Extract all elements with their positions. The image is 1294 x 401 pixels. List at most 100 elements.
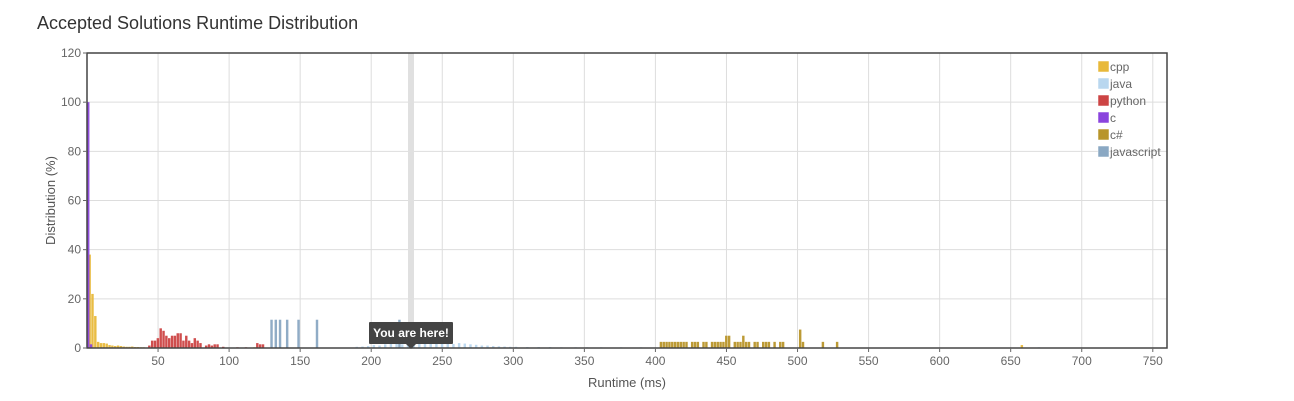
bar-csharp — [696, 341, 700, 348]
bar-csharp — [690, 341, 694, 348]
bar-python — [204, 345, 208, 348]
bar-csharp — [693, 341, 697, 348]
legend-label-java[interactable]: java — [1109, 77, 1132, 91]
legend-swatch-javascript[interactable] — [1097, 145, 1110, 158]
bar-javascript — [297, 319, 300, 348]
bar-java — [372, 345, 376, 348]
bar-java — [463, 343, 467, 348]
bar-csharp — [710, 341, 714, 348]
legend-label-python[interactable]: python — [1110, 94, 1146, 108]
y-tick-label: 80 — [68, 144, 82, 158]
bar-java — [423, 343, 427, 348]
bar-cpp — [96, 341, 100, 348]
bar-cpp — [94, 316, 97, 348]
bar-csharp — [736, 341, 739, 348]
bar-java — [486, 345, 489, 348]
legend-swatch-c[interactable] — [1097, 111, 1110, 124]
bar-java — [497, 346, 501, 348]
x-tick-label: 750 — [1143, 354, 1163, 368]
y-tick-label: 40 — [68, 243, 82, 257]
bar-csharp — [801, 341, 805, 348]
bar-python — [190, 343, 194, 348]
bar-python — [193, 338, 197, 348]
bar-python — [179, 333, 182, 348]
x-tick-label: 550 — [859, 354, 879, 368]
legend-label-csharp[interactable]: c# — [1110, 128, 1123, 142]
bar-csharp — [753, 341, 756, 348]
bar-csharp — [821, 341, 825, 348]
bar-csharp — [747, 341, 751, 348]
bar-python — [156, 338, 160, 348]
legend-swatch-cpp[interactable] — [1097, 60, 1110, 73]
bar-python — [210, 345, 214, 348]
bar-python — [153, 340, 157, 348]
bar-python — [258, 344, 262, 348]
bar-cpp — [102, 343, 106, 348]
bar-java — [366, 346, 370, 348]
x-tick-label: 200 — [361, 354, 381, 368]
bar-csharp — [742, 335, 745, 348]
bar-csharp — [668, 341, 671, 348]
bar-c — [89, 344, 93, 348]
bar-cpp — [119, 346, 123, 348]
bar-java — [395, 343, 398, 348]
page-title: Accepted Solutions Runtime Distribution — [37, 13, 359, 33]
bar-python — [162, 330, 165, 348]
bar-csharp — [659, 341, 663, 348]
bar-cpp — [105, 343, 108, 348]
bar-python — [213, 344, 216, 348]
bar-java — [457, 343, 461, 348]
tooltip-box — [369, 322, 453, 344]
bar-csharp — [744, 341, 748, 348]
bar-csharp — [713, 341, 717, 348]
bar-java — [384, 344, 387, 348]
bar-python — [168, 338, 171, 348]
bar-cpp — [111, 345, 114, 348]
bar-csharp — [682, 341, 685, 348]
x-tick-label: 50 — [151, 354, 165, 368]
bar-csharp — [716, 341, 719, 348]
bar-python — [159, 328, 162, 348]
x-tick-label: 700 — [1072, 354, 1092, 368]
bar-java — [469, 344, 472, 348]
y-tick-label: 60 — [68, 194, 82, 208]
y-axis-title: Distribution (%) — [43, 156, 58, 245]
legend-label-c[interactable]: c — [1110, 111, 1116, 125]
bar-java — [446, 343, 449, 348]
bar-java — [378, 345, 381, 348]
bar-csharp — [739, 341, 742, 348]
legend-swatch-java[interactable] — [1097, 77, 1110, 90]
legend-label-cpp[interactable]: cpp — [1110, 60, 1130, 74]
bar-csharp — [719, 341, 722, 348]
x-tick-label: 400 — [645, 354, 665, 368]
legend-swatch-python[interactable] — [1097, 94, 1110, 107]
legend[interactable]: cpp java python c c# javascript — [1097, 60, 1161, 159]
bar-csharp — [767, 341, 771, 348]
bar-csharp — [764, 341, 768, 348]
legend-swatch-csharp[interactable] — [1097, 128, 1110, 141]
you-are-here-marker-line-layer — [408, 53, 414, 348]
bar-cpp — [1020, 345, 1024, 348]
bar-python — [185, 335, 188, 348]
legend-label-javascript[interactable]: javascript — [1109, 145, 1161, 159]
y-tick-label: 20 — [68, 292, 82, 306]
ticks-layer: 50 100 150 200 250 300 350 400 450 500 550 600 650 70… — [61, 46, 1163, 368]
bar-python — [148, 345, 151, 348]
x-tick-label: 600 — [930, 354, 950, 368]
bar-csharp — [727, 335, 731, 348]
bar-javascript — [274, 319, 278, 348]
bar-cpp — [99, 343, 103, 348]
bar-java — [480, 345, 484, 348]
bar-python — [173, 335, 177, 348]
bar-csharp — [722, 341, 725, 348]
bars-layer — [87, 102, 1151, 349]
bar-csharp — [725, 335, 728, 348]
bar-csharp — [762, 341, 765, 348]
tooltip-label: You are here! — [373, 326, 449, 340]
bar-cpp — [108, 345, 111, 348]
bar-javascript — [285, 319, 289, 348]
bar-cpp — [116, 345, 120, 348]
bar-csharp — [685, 341, 688, 348]
bar-c — [87, 102, 90, 349]
